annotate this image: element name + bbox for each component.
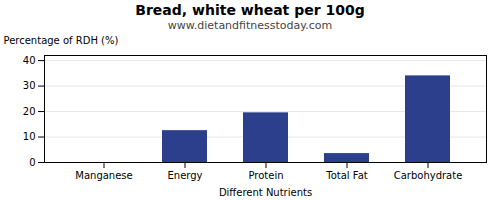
svg-text:0: 0 <box>29 157 35 168</box>
svg-text:Percentage of RDH (%): Percentage of RDH (%) <box>4 35 119 46</box>
html-text:www.dietandfitnesstoday.com: www.dietandfitnesstoday.com <box>167 19 333 32</box>
svg-text:20: 20 <box>23 106 36 117</box>
html-text:Bread, white wheat per 100g: Bread, white wheat per 100g <box>135 2 365 18</box>
svg-text:Total Fat: Total Fat <box>325 170 367 181</box>
svg-text:Manganese: Manganese <box>75 170 132 181</box>
svg-text:30: 30 <box>23 80 36 91</box>
svg-text:40: 40 <box>23 55 36 66</box>
svg-text:Carbohydrate: Carbohydrate <box>394 170 463 181</box>
svg-text:Protein: Protein <box>248 170 283 181</box>
svg-text:10: 10 <box>23 131 36 142</box>
svg-text:Energy: Energy <box>167 170 202 181</box>
svg-text:Different Nutrients: Different Nutrients <box>219 187 312 198</box>
